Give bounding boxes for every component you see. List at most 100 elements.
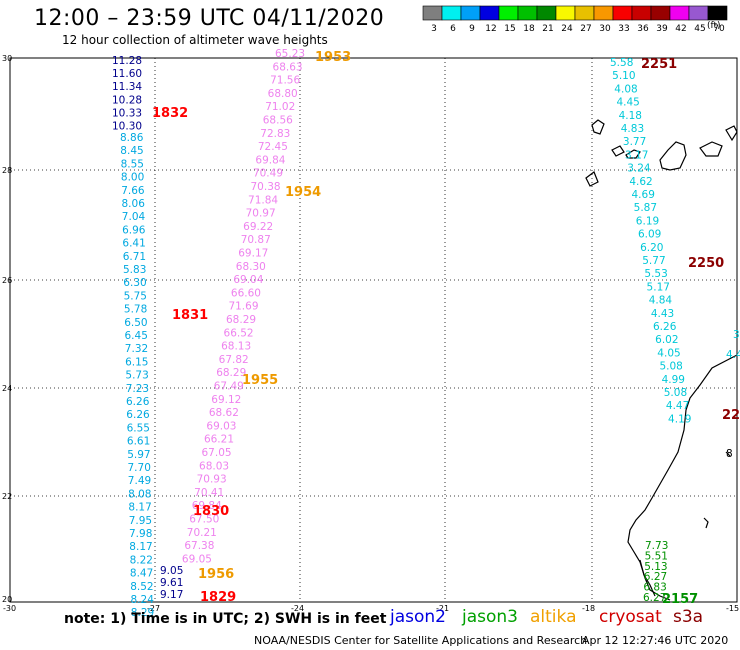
- wave-height-value: 6.61: [127, 436, 150, 448]
- wave-height-value: 65.23: [275, 48, 305, 60]
- wave-height-value: 66.52: [224, 327, 254, 339]
- wave-height-value: 7.70: [128, 462, 151, 474]
- wave-height-value: 10.30: [112, 121, 142, 133]
- altimeter-tracks: 11.2811.6011.3410.2810.3310.308.868.458.…: [112, 48, 691, 619]
- wave-height-value: 5.13: [644, 561, 667, 573]
- wave-height-value: 5.78: [124, 304, 147, 316]
- wave-height-value: 9.17: [160, 589, 183, 601]
- wave-height-value: 8.55: [121, 158, 144, 170]
- wave-height-value: 67.50: [189, 514, 219, 526]
- pass-time-label: 1832: [152, 106, 188, 121]
- legend-swatch-label: 18: [523, 24, 535, 34]
- legend-swatch-label: 27: [580, 24, 591, 34]
- wave-height-value: 4.99: [662, 374, 685, 386]
- wave-height-value: 7.95: [129, 515, 152, 527]
- wave-height-value: 6.19: [636, 215, 659, 227]
- wave-height-value: 69.22: [243, 221, 273, 233]
- generated-timestamp: Apr 12 12:27:46 UTC 2020: [582, 634, 729, 647]
- wave-height-value: 8.00: [121, 172, 144, 184]
- wave-height-value: 5.10: [612, 70, 635, 82]
- wave-height-value: 8.24: [131, 594, 155, 606]
- wave-height-value: 69.03: [206, 420, 236, 432]
- map-title: 12:00 – 23:59 UTC 04/11/2020: [34, 6, 385, 31]
- legend-sat-jason2: jason2: [390, 607, 446, 627]
- wave-height-value: 69.84: [192, 500, 222, 512]
- map-frame: [9, 57, 738, 603]
- wave-height-value: 6.02: [655, 334, 678, 346]
- wave-height-value: 8.29: [131, 607, 154, 619]
- wave-height-value: 72.83: [260, 128, 290, 140]
- legend-swatch-label: 6: [450, 24, 456, 34]
- wave-height-value: 5.73: [125, 370, 148, 382]
- wave-height-value: 4.08: [614, 83, 637, 95]
- wave-height-value: 7.23: [126, 383, 149, 395]
- wave-height-value: 4.84: [649, 295, 673, 307]
- wave-height-value: 69.05: [182, 553, 212, 565]
- pass-time-label: 1956: [198, 567, 234, 582]
- legend-swatch: [669, 5, 690, 21]
- wave-height-value: 6.83: [643, 582, 666, 594]
- wave-height-value: 5.58: [610, 57, 633, 69]
- pass-time-label: 1829: [200, 590, 236, 605]
- wave-height-value: 6.26: [126, 396, 150, 408]
- color-legend: 3 6 9 12 15 18 21 24 27 30 33 36 39 42 45 70: [422, 5, 728, 34]
- coastline-segment: [625, 149, 641, 159]
- edge-fragment: 4.4: [726, 349, 740, 361]
- wave-height-value: 3.77: [623, 136, 646, 148]
- longitude-label: -15: [726, 604, 739, 613]
- wave-height-value: 71.56: [270, 75, 300, 87]
- pass-time-label: 2157: [662, 592, 698, 607]
- wave-height-value: 66.60: [231, 287, 261, 299]
- wave-height-value: 71.02: [265, 101, 295, 113]
- edge-fragment: 3: [733, 329, 740, 341]
- wave-height-value: 7.04: [122, 211, 146, 223]
- legend-swatch: [536, 5, 557, 21]
- wave-height-value: 68.03: [199, 460, 229, 472]
- wave-height-value: 7.98: [129, 528, 152, 540]
- wave-height-value: 6.41: [122, 238, 145, 250]
- wave-height-value: 71.69: [228, 301, 258, 313]
- wave-height-value: 6.26: [126, 409, 150, 421]
- wave-height-value: 8.08: [128, 488, 151, 500]
- wave-height-value: 71.84: [248, 194, 278, 206]
- legend-swatch-label: 12: [485, 24, 496, 34]
- wave-height-value: 7.66: [121, 185, 145, 197]
- wave-height-value: 7.32: [125, 343, 148, 355]
- wave-height-value: 69.12: [211, 394, 241, 406]
- wave-height-value: 70.49: [253, 168, 283, 180]
- wave-height-value: 6.30: [123, 277, 146, 289]
- pass-time-label: 2250: [688, 256, 724, 271]
- wave-height-value: 11.28: [112, 55, 142, 67]
- map-subtitle: 12 hour collection of altimeter wave hei…: [62, 33, 328, 47]
- coastline-segment: [703, 517, 709, 529]
- latitude-label: 20: [2, 595, 12, 604]
- longitude-label: -18: [582, 604, 595, 613]
- legend-units: (ft): [707, 21, 721, 31]
- legend-swatch: [479, 5, 500, 21]
- coastline-segment: [639, 559, 656, 597]
- wave-height-value: 10.28: [112, 94, 142, 106]
- wave-height-value: 6.45: [125, 330, 148, 342]
- wave-height-value: 69.04: [233, 274, 263, 286]
- wave-height-value: 4.18: [619, 110, 642, 122]
- coastline-segment: [591, 119, 605, 135]
- legend-swatch-label: 70: [713, 24, 725, 34]
- wave-height-value: 4.69: [632, 189, 655, 201]
- wave-height-value: 70.41: [194, 487, 224, 499]
- wave-height-value: 68.56: [263, 115, 293, 127]
- wave-height-value: 8.52: [130, 581, 153, 593]
- wave-height-value: 5.17: [647, 281, 670, 293]
- edge-fragment: 8: [726, 448, 733, 460]
- wave-height-value: 5.87: [634, 202, 657, 214]
- pass-time-label: 1830: [193, 504, 229, 519]
- legend-swatch: [498, 5, 519, 21]
- wave-height-value: 6.55: [127, 422, 150, 434]
- wave-height-value: 4.62: [629, 176, 652, 188]
- coastline: [585, 119, 738, 601]
- pass-time-labels: 1953 1954 1955 1956 1832 1831 1830 1829 2251 2250…: [152, 50, 740, 607]
- legend-swatch: [612, 5, 633, 21]
- wave-height-value: 4.43: [651, 308, 674, 320]
- latitude-label: 22: [2, 492, 12, 501]
- wave-height-value: 8.17: [129, 541, 152, 553]
- wave-height-value: 70.87: [241, 234, 271, 246]
